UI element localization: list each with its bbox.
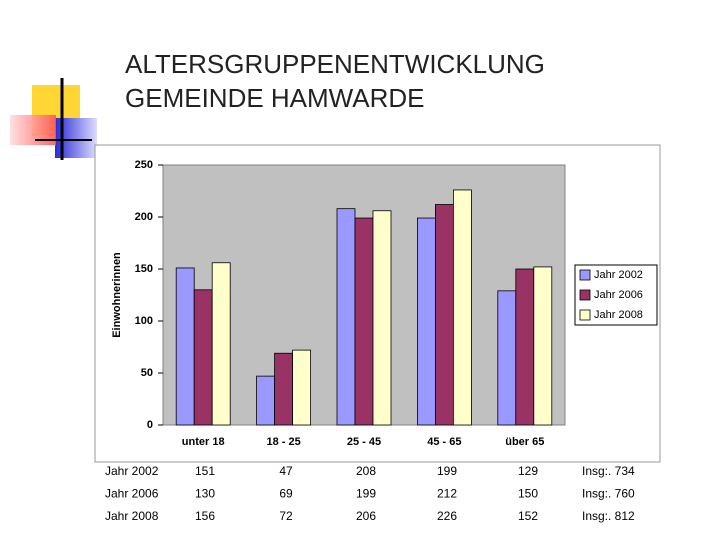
table-cell: 212 [437, 487, 457, 501]
legend-label: Jahr 2002 [594, 269, 643, 281]
legend-label: Jahr 2008 [594, 309, 643, 321]
table-cell: 47 [279, 464, 293, 478]
table-row-label: Jahr 2008 [105, 509, 159, 523]
bar [515, 268, 535, 426]
table-cell: 156 [195, 509, 215, 523]
y-tick-label: 150 [135, 263, 153, 275]
legend-swatch [579, 269, 591, 281]
bar [416, 217, 436, 426]
bar [354, 217, 374, 426]
table-cell: 199 [356, 487, 376, 501]
bar [292, 349, 312, 426]
table-total: Insg:. 734 [582, 464, 635, 478]
decoration [10, 78, 97, 160]
table-total: Insg:. 812 [582, 509, 635, 523]
bar [533, 266, 553, 426]
table-total: Insg:. 760 [582, 487, 635, 501]
table-row-label: Jahr 2006 [105, 487, 159, 501]
y-axis-label: Einwohnerinnen [111, 252, 123, 338]
bar [256, 375, 276, 426]
legend-swatch [579, 289, 591, 301]
table-cell: 150 [518, 487, 538, 501]
y-tick-label: 250 [135, 159, 153, 171]
title-line: GEMEINDE HAMWARDE [125, 83, 425, 113]
legend-swatch [579, 309, 591, 321]
table-cell: 199 [437, 464, 457, 478]
bar [211, 262, 231, 426]
x-tick-label: unter 18 [182, 436, 225, 448]
bar [336, 208, 356, 426]
bar [434, 204, 454, 426]
bar [497, 290, 517, 426]
table-cell: 129 [518, 464, 538, 478]
title-line: ALTERSGRUPPENENTWICKLUNG [125, 49, 545, 79]
bar [193, 289, 213, 426]
x-tick-label: über 65 [505, 436, 544, 448]
bar [372, 210, 392, 426]
table-cell: 152 [518, 509, 538, 523]
y-tick-label: 0 [147, 419, 153, 431]
table-cell: 130 [195, 487, 215, 501]
table-cell: 226 [437, 509, 457, 523]
x-tick-label: 18 - 25 [266, 436, 300, 448]
table-cell: 72 [279, 509, 293, 523]
x-tick-label: 25 - 45 [347, 436, 381, 448]
y-tick-label: 100 [135, 315, 153, 327]
table-row-label: Jahr 2002 [105, 464, 159, 478]
table-cell: 208 [356, 464, 376, 478]
table-cell: 151 [195, 464, 215, 478]
table-cell: 69 [279, 487, 293, 501]
bar [274, 352, 294, 426]
bar [175, 267, 195, 426]
bar [452, 189, 472, 426]
y-tick-label: 200 [135, 211, 153, 223]
y-tick-label: 50 [141, 367, 153, 379]
table-cell: 206 [356, 509, 376, 523]
x-tick-label: 45 - 65 [427, 436, 461, 448]
legend-label: Jahr 2006 [594, 289, 643, 301]
